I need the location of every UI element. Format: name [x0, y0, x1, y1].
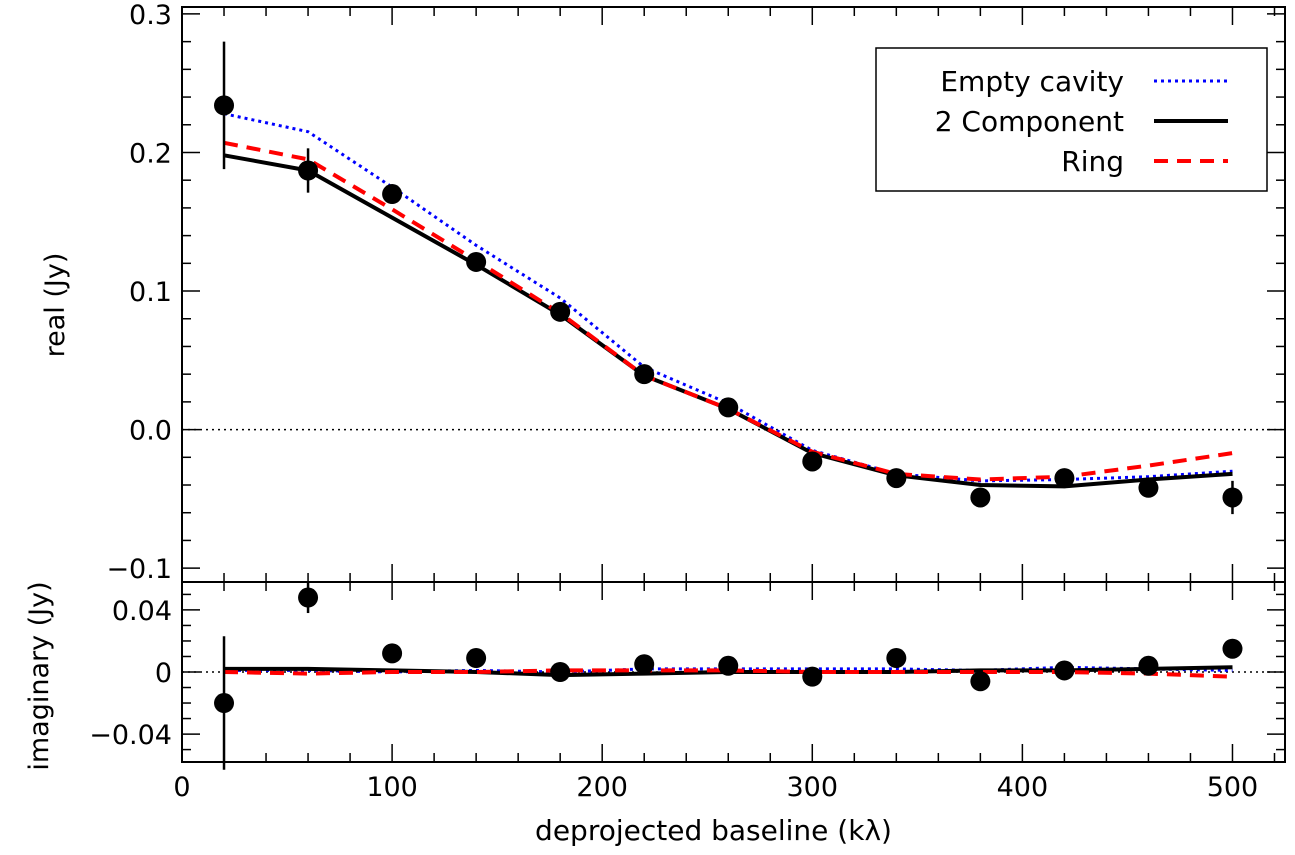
real-y-axis-label: real (Jy)	[40, 253, 71, 358]
real-series-2-component	[223, 153, 1233, 489]
real-data-point	[970, 487, 991, 508]
legend-label: Ring	[1061, 145, 1124, 178]
legend-label: 2 Component	[935, 105, 1124, 138]
imaginary-plot-frame	[181, 581, 1286, 763]
imaginary-y-tick-label: 0	[155, 658, 172, 689]
imaginary-data-point	[466, 648, 487, 669]
real-data-point	[550, 301, 571, 322]
x-tick-label: 200	[576, 772, 628, 803]
real-data-point	[886, 468, 907, 489]
imaginary-data-point	[382, 643, 403, 664]
real-y-tick-label: 0.3	[129, 0, 172, 31]
real-data-point	[634, 364, 655, 385]
imaginary-data-point	[1138, 655, 1159, 676]
real-data-point	[214, 95, 235, 116]
imaginary-data-point	[718, 655, 739, 676]
x-tick-label: 400	[997, 772, 1049, 803]
imaginary-y-tick-label: −0.04	[89, 720, 172, 751]
real-data-point	[1222, 487, 1243, 508]
imaginary-y-tick-label: 0.04	[112, 596, 172, 627]
imaginary-data-point	[970, 671, 991, 692]
imaginary-data-point	[298, 587, 319, 608]
x-tick-label: 500	[1207, 772, 1259, 803]
imaginary-data-point	[1222, 638, 1243, 659]
imaginary-data-point	[214, 693, 235, 714]
imaginary-part-panel: 0 100 200 300 400 500 deprojected baseline (kλ…	[24, 581, 1286, 847]
real-data-point	[802, 451, 823, 472]
real-data-point	[718, 397, 739, 418]
real-y-tick-label: 0.0	[129, 416, 172, 447]
legend: Empty cavity 2 Component Ring	[875, 47, 1268, 192]
imaginary-data-point	[802, 666, 823, 687]
real-data-point	[1054, 468, 1075, 489]
legend-label: Empty cavity	[940, 65, 1124, 98]
imaginary-data-point	[1054, 660, 1075, 681]
real-data-point	[382, 184, 403, 205]
imaginary-data-point	[550, 662, 571, 682]
x-tick-label: 0	[173, 772, 190, 803]
x-tick-label: 300	[787, 772, 839, 803]
x-tick-label: 100	[366, 772, 418, 803]
real-y-tick-label: 0.1	[129, 277, 172, 308]
imaginary-data-point	[886, 648, 907, 669]
imaginary-data-point	[634, 654, 655, 675]
real-data-point	[298, 160, 319, 181]
real-y-tick-label: −0.1	[106, 554, 172, 585]
imaginary-y-axis-label: imaginary (Jy)	[24, 581, 55, 770]
real-data-point	[1138, 477, 1159, 498]
x-axis-label: deprojected baseline (kλ)	[535, 814, 892, 847]
real-data-point	[466, 251, 487, 272]
real-y-tick-label: 0.2	[129, 138, 172, 169]
